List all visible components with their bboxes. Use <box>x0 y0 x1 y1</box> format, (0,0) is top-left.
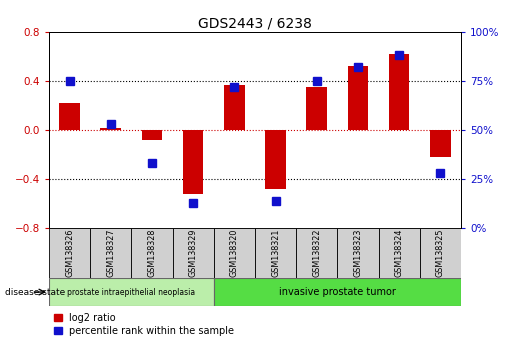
Bar <box>142 130 162 140</box>
Bar <box>90 228 131 278</box>
Text: prostate intraepithelial neoplasia: prostate intraepithelial neoplasia <box>67 287 195 297</box>
Bar <box>214 228 255 278</box>
Bar <box>420 228 461 278</box>
Bar <box>379 228 420 278</box>
Bar <box>49 228 90 278</box>
Bar <box>265 130 286 189</box>
Text: GSM138323: GSM138323 <box>353 229 363 277</box>
Text: GSM138321: GSM138321 <box>271 229 280 277</box>
Title: GDS2443 / 6238: GDS2443 / 6238 <box>198 17 312 31</box>
Bar <box>224 85 245 130</box>
Bar <box>59 103 80 130</box>
Text: GSM138320: GSM138320 <box>230 229 239 277</box>
Legend: log2 ratio, percentile rank within the sample: log2 ratio, percentile rank within the s… <box>54 313 234 336</box>
Bar <box>255 228 296 278</box>
Bar <box>131 228 173 278</box>
Bar <box>306 87 327 130</box>
Bar <box>348 66 368 130</box>
Bar <box>183 130 203 194</box>
Text: GSM138325: GSM138325 <box>436 229 445 278</box>
Bar <box>337 228 379 278</box>
Bar <box>49 278 214 306</box>
Text: GSM138327: GSM138327 <box>106 229 115 278</box>
Text: GSM138324: GSM138324 <box>394 229 404 277</box>
Bar <box>173 228 214 278</box>
Bar <box>296 228 337 278</box>
Text: invasive prostate tumor: invasive prostate tumor <box>279 287 396 297</box>
Bar <box>389 54 409 130</box>
Bar <box>430 130 451 157</box>
Text: GSM138329: GSM138329 <box>188 229 198 278</box>
Bar <box>214 278 461 306</box>
Text: GSM138322: GSM138322 <box>312 229 321 278</box>
Text: GSM138326: GSM138326 <box>65 229 74 277</box>
Text: disease state: disease state <box>5 287 65 297</box>
Bar <box>100 128 121 130</box>
Text: GSM138328: GSM138328 <box>147 229 157 277</box>
